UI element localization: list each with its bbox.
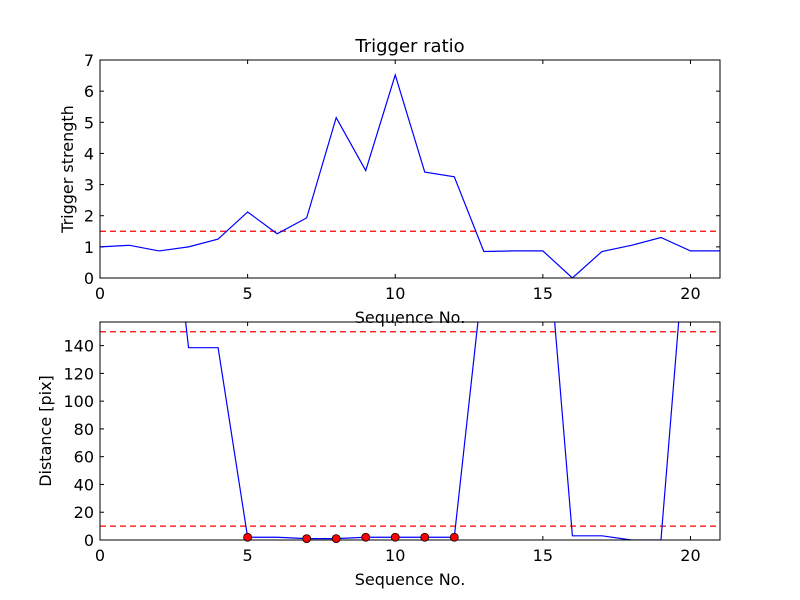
chart-title: Trigger ratio: [354, 36, 464, 57]
y-tick-label: 100: [63, 392, 94, 411]
plot-area: [100, 72, 720, 278]
data-point-marker: [331, 534, 341, 544]
series-line: [100, 72, 720, 278]
y-tick-label: 40: [74, 475, 94, 494]
x-tick-label: 15: [533, 546, 553, 565]
y-tick-label: 0: [84, 269, 94, 288]
x-tick-label: 20: [680, 284, 700, 303]
y-tick-label: 5: [84, 113, 94, 132]
y-tick-label: 2: [84, 207, 94, 226]
x-tick-label: 10: [385, 546, 405, 565]
axes-frame: [99, 59, 721, 279]
x-tick-label: 0: [95, 284, 105, 303]
ticks: 0 5 10 15 20 0 1 2 3 4 5 6 7: [84, 51, 720, 303]
y-tick-label: 20: [74, 503, 94, 522]
data-point-marker: [449, 532, 459, 542]
y-tick-label: 6: [84, 82, 94, 101]
distance-chart: Distance [pix] Sequence No. 0 5 10 15 20 0 20 4…: [36, 321, 721, 589]
y-tick-label: 7: [84, 51, 94, 70]
data-point-marker: [243, 532, 253, 542]
y-axis-label: Distance [pix]: [36, 375, 55, 487]
x-tick-label: 5: [243, 284, 253, 303]
x-tick-label: 10: [385, 284, 405, 303]
y-tick-label: 3: [84, 176, 94, 195]
y-tick-label: 140: [63, 337, 94, 356]
trigger-ratio-chart: Trigger ratio Trigger strength Sequence …: [58, 36, 721, 327]
y-tick-label: 1: [84, 238, 94, 257]
y-tick-label: 80: [74, 420, 94, 439]
x-tick-label: 0: [95, 546, 105, 565]
x-tick-label: 5: [243, 546, 253, 565]
x-tick-label: 15: [533, 284, 553, 303]
series-line: [554, 322, 680, 540]
y-tick-label: 120: [63, 364, 94, 383]
x-axis-label: Sequence No.: [355, 570, 466, 589]
data-point-marker: [390, 532, 400, 542]
data-point-marker: [302, 534, 312, 544]
ticks: 0 5 10 15 20 0 20 40 60 80 100 120 140: [63, 322, 720, 565]
axes-frame: [99, 321, 721, 541]
y-axis-label: Trigger strength: [58, 105, 77, 234]
y-tick-label: 60: [74, 448, 94, 467]
x-axis-label: Sequence No.: [355, 308, 466, 327]
x-tick-label: 20: [680, 546, 700, 565]
y-tick-label: 4: [84, 144, 94, 163]
y-tick-label: 0: [84, 531, 94, 550]
data-point-marker: [420, 532, 430, 542]
data-point-marker: [361, 532, 371, 542]
